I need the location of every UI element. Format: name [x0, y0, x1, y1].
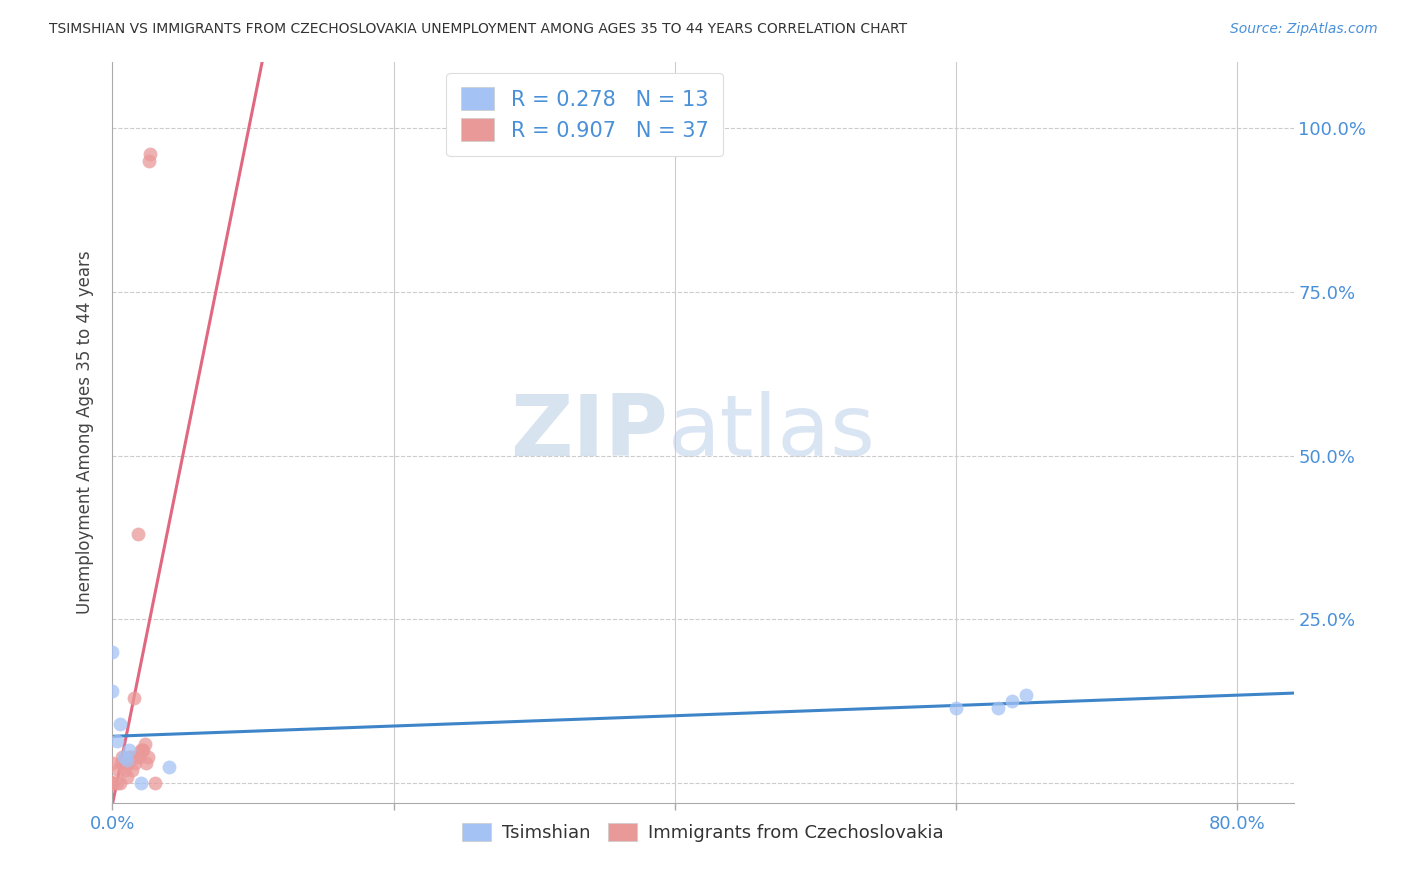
Point: [157, 760, 180, 774]
Point: [101, 776, 124, 790]
Point: [117, 756, 139, 771]
Point: [112, 750, 135, 764]
Point: [105, 776, 128, 790]
Point: [105, 733, 128, 747]
Point: [101, 776, 124, 790]
Point: [101, 645, 124, 659]
Point: [131, 743, 153, 757]
Point: [101, 776, 124, 790]
Text: atlas: atlas: [668, 391, 876, 475]
Point: [136, 750, 159, 764]
Point: [138, 153, 160, 168]
Point: [108, 717, 131, 731]
Point: [114, 763, 136, 777]
Text: Source: ZipAtlas.com: Source: ZipAtlas.com: [1230, 22, 1378, 37]
Point: [1001, 694, 1024, 708]
Point: [110, 756, 132, 771]
Point: [124, 756, 146, 771]
Point: [118, 750, 141, 764]
Point: [101, 776, 124, 790]
Point: [1015, 688, 1038, 702]
Point: [101, 684, 124, 698]
Point: [115, 770, 138, 784]
Point: [945, 700, 967, 714]
Text: TSIMSHIAN VS IMMIGRANTS FROM CZECHOSLOVAKIA UNEMPLOYMENT AMONG AGES 35 TO 44 YEA: TSIMSHIAN VS IMMIGRANTS FROM CZECHOSLOVA…: [49, 22, 907, 37]
Point: [122, 690, 145, 705]
Point: [987, 700, 1010, 714]
Point: [101, 776, 124, 790]
Point: [120, 750, 142, 764]
Point: [143, 776, 166, 790]
Point: [111, 750, 134, 764]
Point: [101, 776, 124, 790]
Point: [127, 527, 149, 541]
Point: [135, 756, 157, 771]
Point: [101, 776, 124, 790]
Point: [118, 743, 141, 757]
Point: [121, 763, 143, 777]
Point: [101, 756, 124, 771]
Point: [128, 750, 150, 764]
Point: [139, 147, 162, 161]
Point: [101, 776, 124, 790]
Point: [125, 750, 148, 764]
Point: [115, 753, 138, 767]
Point: [134, 737, 156, 751]
Point: [112, 756, 135, 771]
Text: ZIP: ZIP: [510, 391, 668, 475]
Point: [108, 776, 131, 790]
Legend: Tsimshian, Immigrants from Czechoslovakia: Tsimshian, Immigrants from Czechoslovaki…: [456, 815, 950, 849]
Point: [101, 776, 124, 790]
Point: [101, 776, 124, 790]
Point: [129, 743, 152, 757]
Y-axis label: Unemployment Among Ages 35 to 44 years: Unemployment Among Ages 35 to 44 years: [76, 251, 94, 615]
Point: [132, 743, 155, 757]
Point: [107, 763, 129, 777]
Point: [129, 776, 152, 790]
